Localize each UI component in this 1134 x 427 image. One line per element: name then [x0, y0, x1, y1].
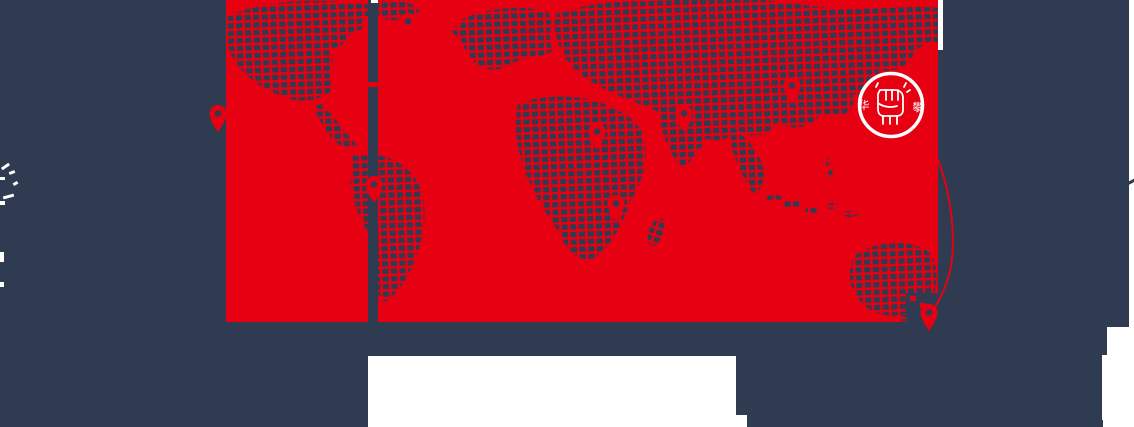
bottom-white-notch — [736, 415, 747, 427]
location-pin-north-america-north[interactable] — [397, 11, 419, 41]
location-pin-australia[interactable] — [918, 302, 940, 332]
continent-south-america — [350, 154, 425, 302]
continent-asia — [554, 0, 938, 141]
badge-ring — [857, 71, 925, 139]
background-shape-right-top — [943, 0, 1129, 50]
location-pin-east-asia[interactable] — [781, 75, 803, 105]
continent-indonesia-3 — [805, 207, 819, 213]
continent-africa — [516, 96, 647, 260]
continent-philippines-2 — [828, 170, 834, 178]
edge-speck — [0, 252, 4, 262]
continent-europe — [460, 7, 554, 70]
world-map-panel — [226, 0, 938, 322]
continent-philippines-1 — [822, 158, 830, 166]
continent-uk — [452, 26, 466, 37]
location-pin-south-africa[interactable] — [605, 193, 627, 223]
continent-indonesia-4 — [826, 203, 838, 209]
panel-divider-bar — [368, 0, 378, 322]
edge-speck — [0, 201, 5, 205]
continent-indonesia-5 — [842, 211, 858, 217]
sea-tile — [910, 296, 916, 301]
location-pin-north-africa[interactable] — [586, 121, 608, 151]
background-shape-left — [0, 0, 226, 427]
dotted-world-map — [226, 0, 938, 321]
continent-india — [660, 101, 712, 168]
location-pin-north-america-west[interactable] — [207, 103, 229, 133]
continent-madagascar — [647, 217, 665, 247]
background-shape-bottom-left — [226, 322, 368, 427]
divider-red-notch — [368, 82, 378, 87]
edge-speck — [0, 177, 5, 180]
continent-central-america — [314, 104, 356, 149]
continent-north-america — [226, 0, 386, 101]
sea-tile — [920, 303, 926, 308]
badge-right-char: 攀 — [913, 101, 924, 114]
continent-southeast-asia — [730, 128, 764, 194]
company-badge[interactable]: 华 攀 — [856, 70, 926, 140]
divider-top-notch — [371, 0, 378, 3]
background-shape-bottom-right-3 — [736, 420, 1103, 427]
continent-indonesia-2 — [782, 200, 802, 208]
continents — [226, 0, 938, 321]
background-shape-bottom-right-2 — [736, 355, 1102, 420]
badge-left-char: 华 — [859, 98, 870, 112]
edge-speck — [0, 282, 4, 287]
location-pin-south-america[interactable] — [363, 174, 385, 204]
background-shape-bottom-band — [368, 322, 736, 356]
background-shape-bottom-right-1 — [736, 322, 1107, 355]
location-pin-middle-east[interactable] — [673, 103, 695, 133]
background-shape-right — [938, 50, 1129, 327]
fist-icon — [875, 82, 911, 125]
continent-indonesia-1 — [766, 195, 782, 201]
